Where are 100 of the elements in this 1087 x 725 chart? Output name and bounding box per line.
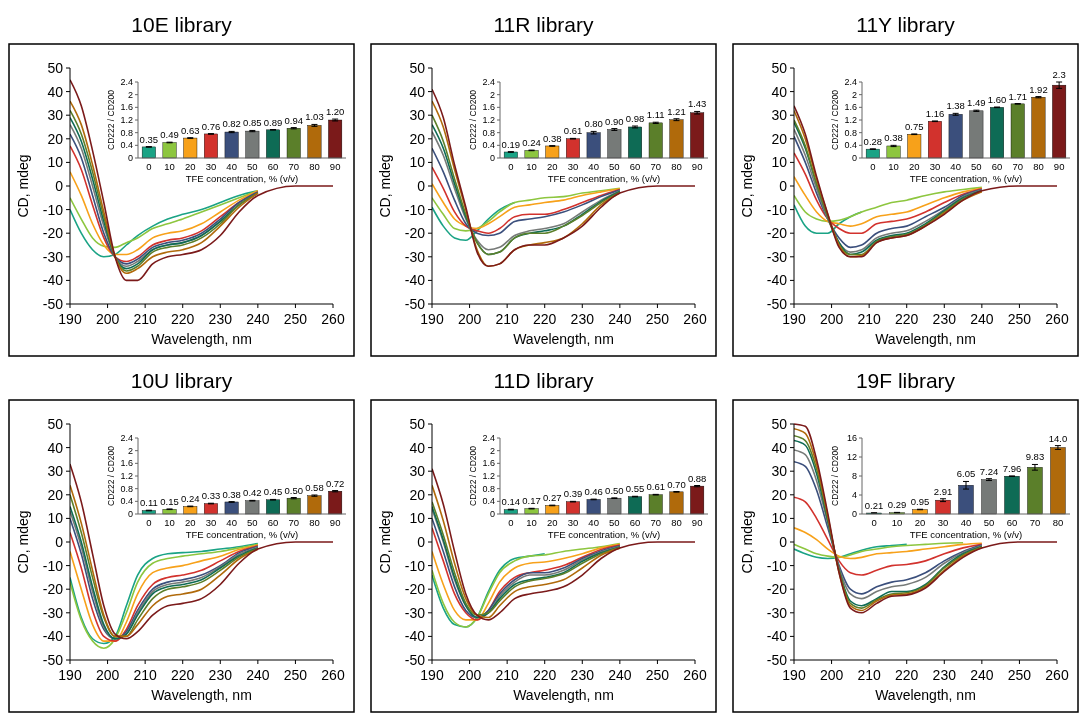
x-tick-label: 220: [533, 667, 557, 683]
y-tick-label: 20: [771, 486, 788, 503]
y-tick-label: 2: [127, 89, 133, 100]
data-label: 0.38: [222, 488, 241, 500]
x-tick-label: 190: [420, 667, 444, 683]
x-tick-label: 90: [691, 517, 703, 528]
x-tick-label: 210: [133, 667, 158, 683]
x-tick-label: 220: [171, 311, 195, 327]
y-tick-label: 0: [127, 509, 133, 519]
x-tick-label: 10: [526, 161, 537, 172]
x-tick-label: 250: [645, 667, 670, 683]
y-tick-label: 2.4: [482, 433, 495, 443]
data-label: 0.19: [501, 138, 521, 150]
data-label: 1.11: [646, 109, 665, 121]
x-tick-label: 210: [495, 311, 520, 327]
x-tick-label: 200: [819, 667, 844, 683]
x-tick-label: 20: [914, 517, 926, 528]
y-tick-label: -10: [42, 557, 64, 574]
x-tick-label: 80: [309, 517, 320, 528]
x-tick-label: 50: [983, 517, 995, 528]
x-tick-label: 260: [1045, 667, 1069, 683]
data-label: 0.39: [563, 488, 583, 500]
x-tick-label: 70: [288, 517, 300, 528]
x-tick-label: 90: [1053, 161, 1065, 172]
x-tick-label: 10: [164, 517, 175, 528]
data-label: 7.24: [979, 465, 999, 477]
y-tick-label: 2: [851, 89, 857, 100]
chart-title: 10U library: [130, 369, 233, 392]
x-tick-label: 90: [329, 517, 341, 528]
y-tick-label: 1.6: [844, 102, 857, 113]
data-label: 0.75: [905, 120, 924, 132]
x-tick-label: 50: [247, 161, 258, 172]
y-tick-label: -50: [766, 652, 788, 668]
y-axis-title: CD, mdeg: [15, 510, 31, 574]
y-tick-label: 0.8: [120, 127, 133, 138]
y-tick-label: -30: [766, 248, 788, 265]
data-label: 0.38: [884, 132, 903, 144]
data-label: 0.14: [501, 496, 521, 508]
data-label: 0.50: [605, 484, 624, 496]
y-tick-label: 30: [771, 107, 788, 124]
x-axis-title: TFE concentration, % (v/v): [547, 529, 661, 540]
x-tick-label: 40: [588, 517, 599, 528]
data-label: 1.49: [967, 97, 986, 109]
y-tick-label: 30: [409, 463, 426, 480]
x-tick-label: 30: [937, 517, 949, 528]
data-label: 0.24: [522, 137, 541, 149]
x-tick-label: 10: [891, 517, 903, 528]
y-axis-title: CD222 / CD200: [468, 89, 478, 151]
data-label: 1.92: [1029, 83, 1048, 95]
x-tick-label: 70: [1029, 517, 1041, 528]
y-tick-label: 1.6: [120, 458, 133, 469]
x-tick-label: 200: [457, 667, 482, 683]
y-axis-title: CD222 / CD200: [106, 89, 116, 151]
data-label: 1.43: [687, 98, 707, 110]
x-tick-label: 260: [1045, 311, 1069, 327]
data-label: 0.50: [284, 484, 303, 496]
y-tick-label: 0.8: [482, 483, 495, 494]
x-tick-label: 220: [895, 311, 919, 327]
data-label: 0.15: [160, 495, 179, 507]
data-label: 0.29: [887, 499, 907, 511]
y-axis-title: CD, mdeg: [739, 154, 755, 218]
x-tick-label: 50: [247, 517, 258, 528]
y-tick-label: 0.8: [120, 483, 133, 494]
y-tick-label: 0: [779, 534, 788, 550]
x-tick-label: 250: [283, 667, 308, 683]
data-label: 0.27: [543, 492, 562, 504]
data-label: 1.60: [987, 94, 1007, 106]
x-tick-label: 230: [932, 311, 957, 327]
x-tick-label: 90: [691, 161, 703, 172]
data-label: 0.63: [181, 124, 200, 136]
x-tick-label: 60: [267, 161, 279, 172]
x-tick-label: 50: [609, 517, 620, 528]
data-label: 0.21: [864, 499, 884, 511]
y-tick-label: -20: [42, 581, 64, 598]
x-tick-label: 20: [184, 161, 196, 172]
x-tick-label: 200: [95, 667, 120, 683]
y-tick-label: -40: [404, 272, 426, 289]
y-tick-label: 0: [489, 509, 495, 519]
data-label: 1.21: [667, 105, 686, 117]
data-label: 0.80: [584, 118, 603, 130]
x-axis-title: Wavelength, nm: [151, 687, 252, 703]
y-tick-label: -50: [42, 652, 64, 668]
x-tick-label: 230: [932, 667, 957, 683]
y-tick-label: 0.4: [482, 496, 495, 507]
x-tick-label: 30: [205, 161, 217, 172]
x-tick-label: 80: [309, 161, 320, 172]
data-label: 2.3: [1052, 69, 1066, 80]
y-tick-label: -30: [42, 604, 64, 621]
data-label: 0.11: [139, 497, 158, 509]
x-tick-label: 230: [208, 311, 233, 327]
y-tick-label: 4: [851, 490, 857, 500]
y-tick-label: -10: [404, 557, 426, 574]
data-label: 0.72: [325, 477, 345, 489]
x-axis-title: Wavelength, nm: [151, 331, 252, 347]
x-tick-label: 260: [321, 667, 345, 683]
y-tick-label: -50: [766, 296, 788, 312]
x-tick-label: 210: [857, 311, 882, 327]
x-tick-label: 0: [508, 517, 514, 528]
x-tick-label: 230: [570, 667, 595, 683]
x-tick-label: 230: [570, 311, 595, 327]
